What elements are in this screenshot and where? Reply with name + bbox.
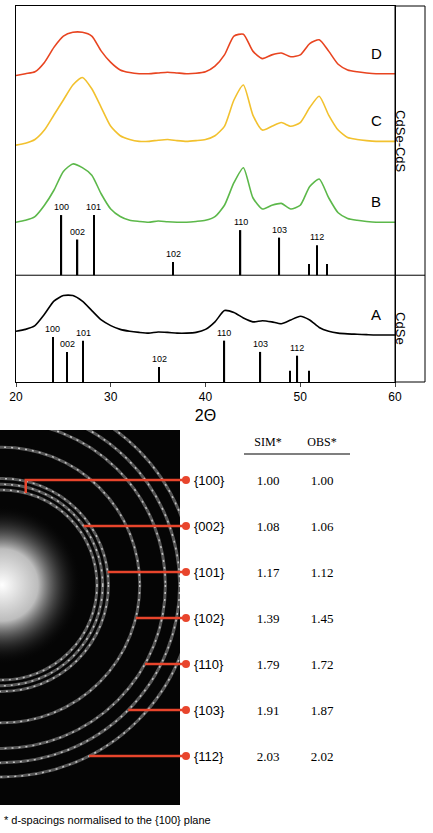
svg-text:{112}: {112}	[194, 749, 224, 764]
svg-text:002: 002	[60, 339, 75, 349]
svg-text:1.00: 1.00	[311, 473, 334, 488]
svg-text:2.02: 2.02	[311, 749, 334, 764]
svg-text:2.03: 2.03	[257, 749, 280, 764]
svg-text:D: D	[371, 45, 382, 62]
svg-text:{100}: {100}	[194, 473, 225, 488]
svg-text:1.72: 1.72	[311, 657, 334, 672]
svg-text:1.91: 1.91	[257, 703, 280, 718]
svg-text:30: 30	[104, 390, 118, 404]
svg-text:110: 110	[217, 328, 231, 338]
svg-text:102: 102	[166, 249, 181, 259]
svg-text:1.12: 1.12	[311, 565, 334, 580]
svg-text:SIM*: SIM*	[254, 435, 281, 449]
svg-text:1.45: 1.45	[311, 611, 334, 626]
svg-text:002: 002	[70, 227, 85, 237]
svg-text:100: 100	[45, 324, 60, 334]
svg-text:103: 103	[272, 225, 287, 235]
svg-text:1.87: 1.87	[311, 703, 334, 718]
svg-text:20: 20	[9, 390, 23, 404]
svg-text:101: 101	[76, 328, 91, 338]
svg-text:110: 110	[234, 217, 248, 227]
svg-text:OBS*: OBS*	[307, 435, 336, 449]
svg-text:{101}: {101}	[194, 565, 225, 580]
svg-text:100: 100	[54, 202, 69, 212]
svg-text:B: B	[371, 193, 381, 210]
svg-text:102: 102	[152, 354, 167, 364]
svg-text:112: 112	[290, 343, 304, 353]
svg-text:CdSe: CdSe	[393, 312, 408, 345]
svg-text:112: 112	[310, 232, 324, 242]
svg-text:60: 60	[388, 390, 402, 404]
svg-text:{002}: {002}	[194, 519, 225, 534]
svg-text:1.79: 1.79	[257, 657, 280, 672]
svg-text:{102}: {102}	[194, 611, 225, 626]
svg-text:103: 103	[253, 339, 268, 349]
svg-text:2Θ: 2Θ	[195, 407, 216, 424]
svg-text:A: A	[371, 306, 381, 323]
svg-text:1.00: 1.00	[257, 473, 280, 488]
svg-text:1.08: 1.08	[257, 519, 280, 534]
svg-text:101: 101	[86, 202, 101, 212]
svg-text:1.06: 1.06	[311, 519, 334, 534]
svg-text:C: C	[371, 112, 382, 129]
svg-text:40: 40	[199, 390, 213, 404]
svg-text:* d-spacings normalised to the: * d-spacings normalised to the {100} pla…	[4, 814, 211, 826]
svg-text:1.39: 1.39	[257, 611, 280, 626]
svg-text:CdSe-CdS: CdSe-CdS	[393, 110, 408, 172]
svg-text:{110}: {110}	[194, 657, 224, 672]
svg-text:1.17: 1.17	[257, 565, 280, 580]
svg-text:50: 50	[294, 390, 308, 404]
svg-text:{103}: {103}	[194, 703, 225, 718]
